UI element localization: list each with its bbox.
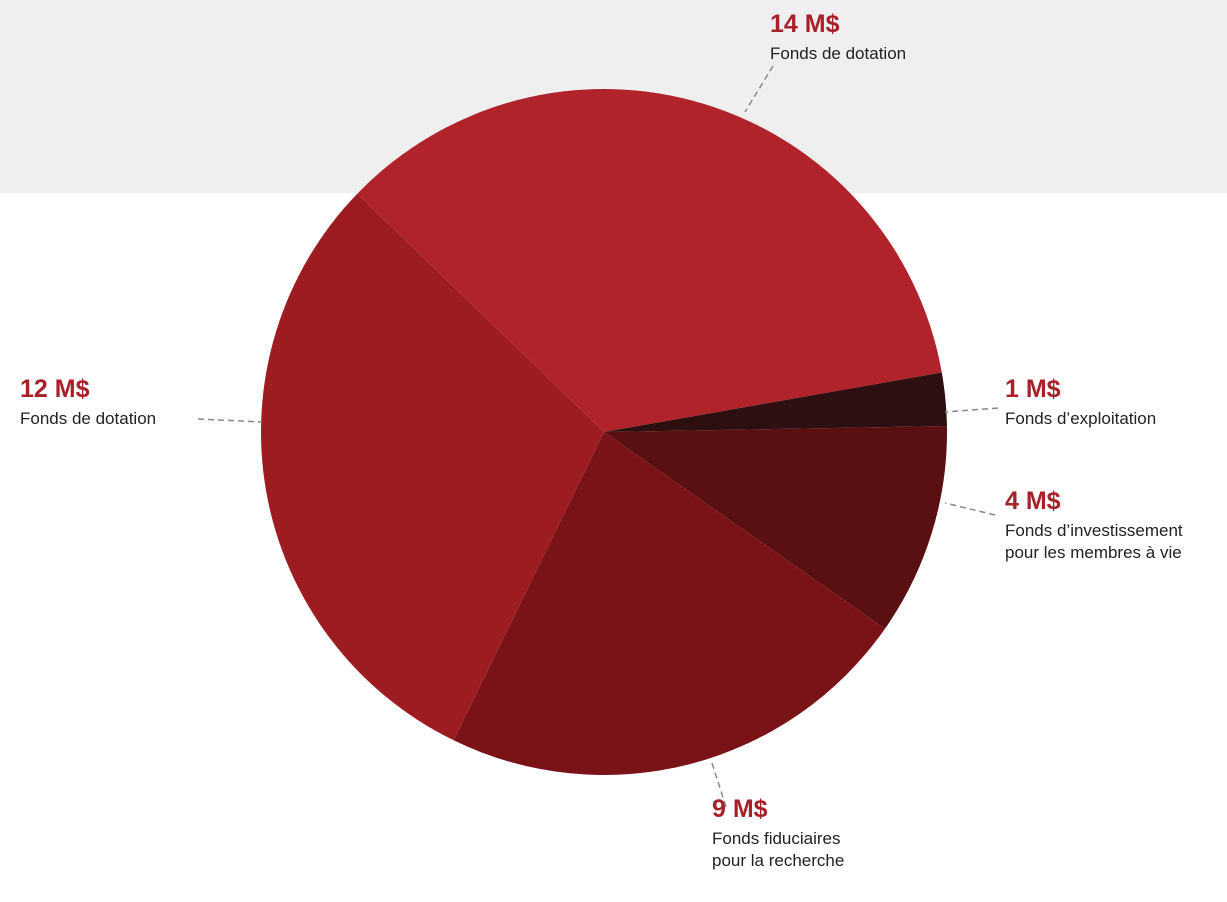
value-label: 12 M$ <box>20 375 90 403</box>
pie-slice <box>604 372 947 432</box>
leader-line <box>944 502 996 516</box>
pie-slice <box>453 432 885 776</box>
value-label: 4 M$ <box>1005 487 1061 515</box>
value-label: 14 M$ <box>770 10 840 38</box>
category-label: Fonds d’exploitation <box>1005 409 1157 428</box>
value-label: 1 M$ <box>1005 375 1061 403</box>
category-label: Fonds d’investissement pour les membres … <box>1005 521 1183 562</box>
leader-line <box>744 65 774 113</box>
category-label: Fonds fiduciaires pour la recherche <box>712 829 845 870</box>
pie-slice <box>357 88 942 432</box>
leader-line <box>944 407 999 413</box>
leader-line <box>711 762 728 811</box>
value-label: 9 M$ <box>712 795 768 823</box>
category-label: Fonds de dotation <box>770 44 907 63</box>
category-label: Fonds de dotation <box>20 409 157 428</box>
pie-slice <box>604 426 947 629</box>
pie-slice <box>260 193 604 741</box>
leader-line <box>197 418 263 423</box>
